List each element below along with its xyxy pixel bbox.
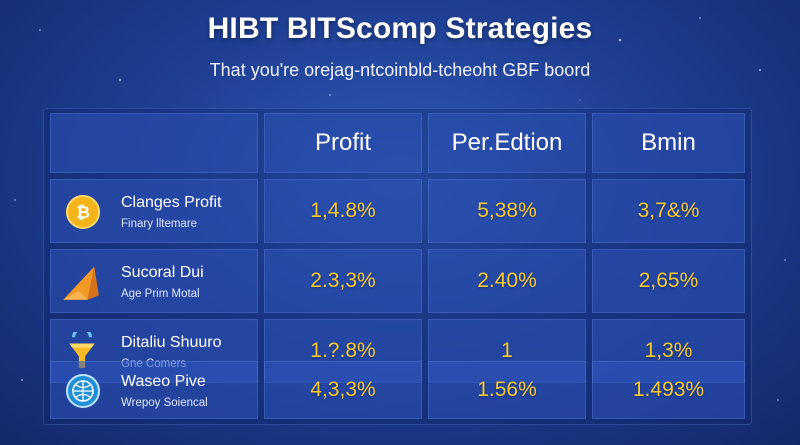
row-subtitle: Finary lltemare bbox=[121, 218, 198, 230]
table-cell-profit: 1,4.8% bbox=[264, 179, 422, 243]
orange-arrow-icon bbox=[63, 266, 99, 300]
table-cell-bmin: 1.493% bbox=[592, 361, 745, 419]
row-subtitle: Wrepoy Soiencal bbox=[121, 397, 208, 409]
table-row-name-cell: Waseo Pive Wrepoy Soiencal bbox=[50, 361, 258, 419]
page-title: HIBT BITScomp Strategies bbox=[207, 12, 593, 45]
row-title: Sucoral Dui bbox=[121, 264, 204, 281]
strategies-table: Profit Per.Edtion Bmin ₿ Clanges Profit … bbox=[43, 108, 752, 425]
table-cell-profit: 4,3,3% bbox=[264, 361, 422, 419]
funnel-icon bbox=[69, 332, 95, 368]
column-header-per-edition: Per.Edtion bbox=[428, 113, 586, 173]
table-cell-per-edition: 5,38% bbox=[428, 179, 586, 243]
table-cell-bmin: 2,65% bbox=[592, 249, 745, 313]
bitcoin-coin-icon: ₿ bbox=[66, 195, 100, 229]
table-row-name-cell: ₿ Clanges Profit Finary lltemare bbox=[50, 179, 258, 243]
row-subtitle: Age Prim Motal bbox=[121, 288, 200, 300]
table-cell-profit: 2.3,3% bbox=[264, 249, 422, 313]
row-title: Clanges Profit bbox=[121, 194, 222, 211]
globe-badge-icon bbox=[66, 374, 100, 408]
table-cell-per-edition: 2.40% bbox=[428, 249, 586, 313]
table-row-name-cell: Sucoral Dui Age Prim Motal bbox=[50, 249, 258, 313]
row-title: Ditaliu Shuuro bbox=[121, 334, 222, 351]
row-title: Waseo Pive bbox=[121, 373, 206, 390]
column-header-bmin: Bmin bbox=[592, 113, 745, 173]
table-cell-bmin: 3,7&% bbox=[592, 179, 745, 243]
column-header-profit: Profit bbox=[264, 113, 422, 173]
page-subtitle: That you're orejag-ntcoinbld-tcheoht GBF… bbox=[209, 60, 591, 80]
svg-text:₿: ₿ bbox=[76, 203, 90, 223]
header-corner-cell bbox=[50, 113, 258, 173]
table-cell-per-edition: 1.56% bbox=[428, 361, 586, 419]
